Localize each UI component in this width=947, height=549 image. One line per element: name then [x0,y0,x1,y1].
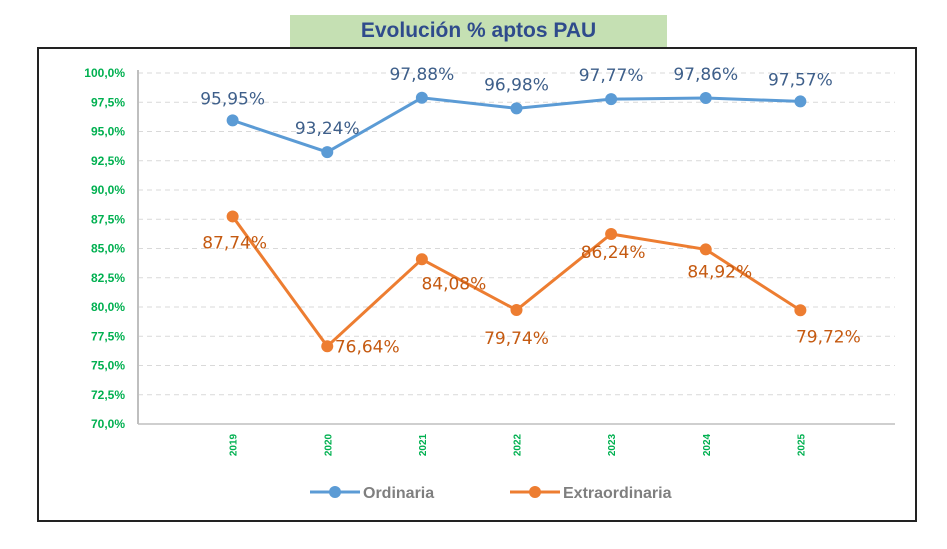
legend-label: Ordinaria [363,485,434,502]
data-label: 96,98% [484,75,549,95]
x-tick-label: 2022 [513,433,524,456]
x-tick-label: 2020 [323,433,334,456]
x-tick-label: 2021 [418,433,429,456]
data-point [510,102,523,115]
x-tick-label: 2023 [607,433,618,456]
data-label: 79,72% [796,327,861,347]
data-label: 95,95% [200,89,265,109]
data-point [415,91,428,104]
data-point [605,227,618,240]
legend-marker [529,486,541,498]
y-tick-label: 70,0% [91,417,125,431]
y-tick-label: 92,5% [91,154,125,168]
y-tick-label: 97,5% [91,95,125,109]
y-tick-label: 85,0% [91,242,125,256]
data-label: 97,57% [768,70,833,90]
legend-label: Extraordinaria [563,485,672,502]
data-label: 97,88% [389,65,454,85]
data-point [794,95,807,108]
y-tick-label: 72,5% [91,388,125,402]
y-tick-label: 95,0% [91,125,125,139]
data-label: 84,08% [421,274,486,294]
y-tick-label: 87,5% [91,212,125,226]
data-label: 93,24% [295,119,360,139]
data-point [794,304,807,317]
data-label: 76,64% [335,337,400,357]
data-point [321,146,334,159]
data-label: 79,74% [484,329,549,349]
x-tick-label: 2019 [229,433,240,456]
data-label: 97,86% [673,65,738,85]
y-tick-label: 75,0% [91,359,125,373]
legend-marker [329,486,341,498]
data-point [510,304,523,317]
y-tick-label: 82,5% [91,271,125,285]
data-label: 84,92% [687,262,752,282]
data-point [699,243,712,256]
data-point [699,92,712,105]
y-tick-label: 77,5% [91,329,125,343]
data-point [321,340,334,353]
y-tick-label: 80,0% [91,300,125,314]
data-point [226,210,239,223]
x-tick-label: 2024 [702,433,713,456]
data-label: 86,24% [581,243,646,263]
data-point [226,114,239,127]
data-label: 97,77% [579,66,644,86]
chart-title: Evolución % aptos PAU [290,15,667,47]
data-point [415,253,428,266]
y-tick-label: 100,0% [84,66,125,80]
data-label: 87,74% [202,233,267,253]
data-point [605,93,618,106]
y-tick-label: 90,0% [91,183,125,197]
x-tick-label: 2025 [796,433,807,456]
chart-frame [37,47,917,522]
